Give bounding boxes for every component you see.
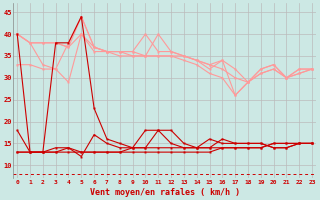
X-axis label: Vent moyen/en rafales ( km/h ): Vent moyen/en rafales ( km/h ) (90, 188, 240, 197)
